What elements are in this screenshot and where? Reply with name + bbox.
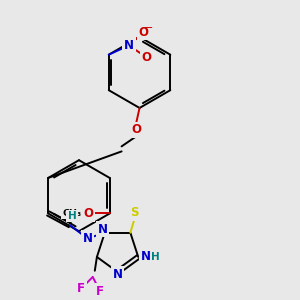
Text: F: F [77,282,85,295]
Text: O: O [139,26,148,39]
Text: N: N [82,232,92,245]
Text: H: H [68,211,76,221]
Text: H: H [152,252,160,262]
Text: CH₃: CH₃ [63,209,82,218]
Text: F: F [96,285,104,298]
Text: N: N [124,39,134,52]
Text: N: N [98,223,108,236]
Text: N: N [112,268,123,281]
Text: −: − [144,23,154,33]
Text: O: O [131,123,141,136]
Text: S: S [130,206,139,219]
Text: O: O [83,207,93,220]
Text: O: O [141,51,152,64]
Text: N: N [141,250,151,263]
